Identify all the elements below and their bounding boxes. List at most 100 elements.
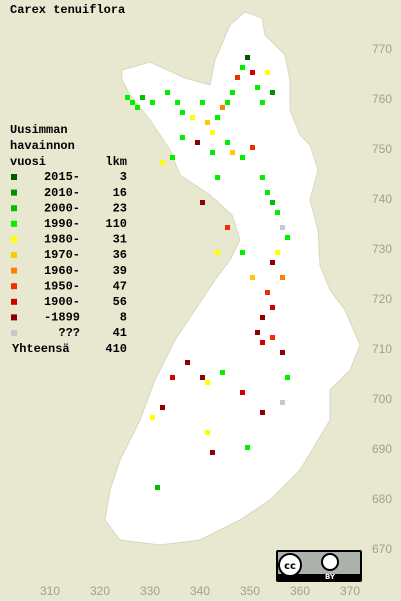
legend-label: 1970- <box>44 248 80 262</box>
legend-label: -1899 <box>44 311 80 325</box>
observation-square <box>245 445 250 450</box>
legend: Uusimman havainnon vuosi lkm 2015- 3 2010- 16 20… <box>10 123 127 356</box>
observation-square <box>280 350 285 355</box>
observation-square <box>260 315 265 320</box>
observation-square <box>170 155 175 160</box>
observation-square <box>275 250 280 255</box>
observation-square <box>210 130 215 135</box>
legend-count: 3 <box>120 170 127 184</box>
observation-square <box>245 55 250 60</box>
observation-square <box>215 250 220 255</box>
observation-square <box>270 335 275 340</box>
y-tick-label: 740 <box>372 192 392 206</box>
observation-square <box>215 175 220 180</box>
observation-square <box>270 90 275 95</box>
y-tick-label: 710 <box>372 342 392 356</box>
observation-square <box>240 155 245 160</box>
x-tick-label: 350 <box>240 584 260 598</box>
legend-count: 31 <box>113 233 127 247</box>
x-tick-label: 370 <box>340 584 360 598</box>
observation-square <box>260 100 265 105</box>
observation-square <box>270 260 275 265</box>
legend-swatch <box>11 174 17 180</box>
observation-square <box>135 105 140 110</box>
observation-square <box>225 140 230 145</box>
observation-square <box>260 340 265 345</box>
y-tick-label: 760 <box>372 92 392 106</box>
y-tick-label: 690 <box>372 442 392 456</box>
observation-square <box>180 110 185 115</box>
legend-swatch <box>11 330 17 336</box>
observation-square <box>265 190 270 195</box>
observation-square <box>150 100 155 105</box>
observation-square <box>160 405 165 410</box>
observation-square <box>280 275 285 280</box>
legend-count: 36 <box>113 248 127 262</box>
y-tick-label: 770 <box>372 42 392 56</box>
observation-square <box>265 70 270 75</box>
legend-swatch <box>11 189 17 196</box>
observation-square <box>250 275 255 280</box>
observation-square <box>240 390 245 395</box>
legend-label: 1900- <box>44 295 80 309</box>
legend-count: 41 <box>113 326 127 340</box>
legend-swatch <box>11 205 17 212</box>
x-tick-label: 330 <box>140 584 160 598</box>
legend-label: 1990- <box>44 217 80 231</box>
legend-label: ??? <box>58 326 80 340</box>
observation-square <box>180 135 185 140</box>
x-tick-label: 320 <box>90 584 110 598</box>
finland-outline <box>104 11 361 546</box>
observation-square <box>255 330 260 335</box>
x-tick-label: 340 <box>190 584 210 598</box>
observation-square <box>140 95 145 100</box>
observation-square <box>225 225 230 230</box>
legend-count: 110 <box>105 217 127 231</box>
y-tick-label: 680 <box>372 492 392 506</box>
by-text: BY <box>325 573 336 581</box>
title: Carex tenuiflora <box>10 3 125 17</box>
legend-count: 23 <box>113 201 127 215</box>
observation-square <box>155 485 160 490</box>
observation-square <box>150 415 155 420</box>
observation-square <box>200 200 205 205</box>
observation-square <box>190 115 195 120</box>
legend-header: Uusimman <box>10 123 68 137</box>
observation-square <box>270 200 275 205</box>
legend-count: 16 <box>113 186 127 200</box>
observation-square <box>195 140 200 145</box>
observation-square <box>275 210 280 215</box>
legend-swatch <box>11 267 17 274</box>
x-tick-label: 310 <box>40 584 60 598</box>
observation-square <box>165 90 170 95</box>
cc-text: cc <box>284 561 296 572</box>
observation-square <box>280 400 285 405</box>
legend-label: 1960- <box>44 264 80 278</box>
y-tick-label: 670 <box>372 542 392 556</box>
legend-swatch <box>11 298 17 305</box>
observation-square <box>270 305 275 310</box>
observation-square <box>160 160 165 165</box>
observation-square <box>210 450 215 455</box>
legend-swatch <box>11 283 17 290</box>
legend-swatch <box>11 220 17 227</box>
x-tick-label: 360 <box>290 584 310 598</box>
observations <box>125 55 290 490</box>
observation-square <box>170 375 175 380</box>
observation-square <box>210 150 215 155</box>
y-tick-label: 750 <box>372 142 392 156</box>
observation-square <box>205 120 210 125</box>
observation-square <box>265 290 270 295</box>
observation-square <box>260 175 265 180</box>
observation-square <box>175 100 180 105</box>
legend-label: 1980- <box>44 233 80 247</box>
y-tick-label: 730 <box>372 242 392 256</box>
legend-label: 1950- <box>44 279 80 293</box>
legend-header: vuosi <box>10 155 46 169</box>
legend-count: 8 <box>120 311 127 325</box>
cc-circle <box>278 553 302 577</box>
observation-square <box>240 65 245 70</box>
observation-square <box>200 375 205 380</box>
legend-count-header: lkm <box>105 155 127 169</box>
